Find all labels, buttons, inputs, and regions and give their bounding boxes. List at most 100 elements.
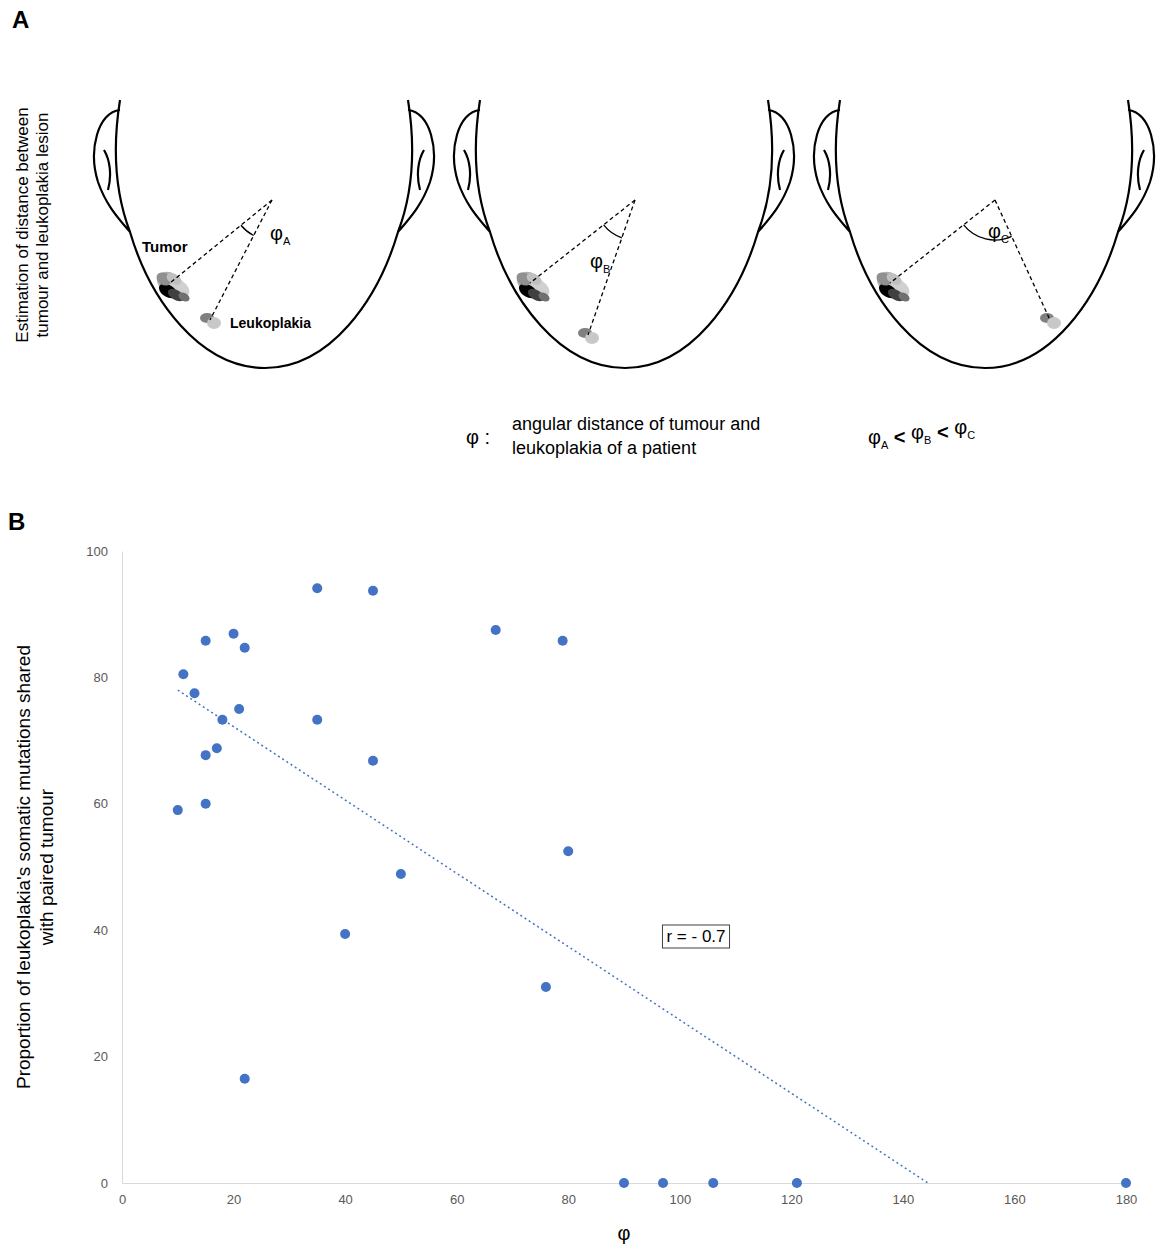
data-point	[229, 629, 239, 639]
tick: 140	[893, 1183, 915, 1207]
lesion-part	[897, 291, 911, 304]
face-diagram: φA Tumor Leukoplakia	[94, 100, 434, 368]
tick: 60	[94, 796, 122, 811]
angle-symbol: φ	[954, 416, 967, 438]
lesion-part	[585, 332, 599, 344]
data-point	[491, 625, 501, 635]
tumor-label: Tumor	[142, 238, 188, 255]
tick-label: 120	[781, 1192, 803, 1207]
data-point	[212, 743, 222, 753]
tick: 20	[227, 1183, 241, 1207]
data-point	[563, 846, 573, 856]
data-point	[173, 805, 183, 815]
leukoplakia-label: Leukoplakia	[230, 315, 311, 331]
tick-label: 160	[1004, 1192, 1026, 1207]
data-point	[558, 636, 568, 646]
tick: 20	[94, 1049, 122, 1064]
annotation: r = - 0.7	[662, 925, 729, 948]
angle-label: φB	[590, 250, 610, 275]
y-axis: 0 20 40 60 80 100	[86, 544, 122, 1191]
trend-line	[178, 690, 928, 1183]
angle-symbol: φ	[270, 222, 283, 244]
face-outline	[814, 100, 1154, 368]
data-point	[368, 756, 378, 766]
data-point	[201, 636, 211, 646]
tick-label: 40	[338, 1192, 352, 1207]
angle-sub: B	[603, 263, 610, 275]
lesion-part	[1047, 317, 1061, 329]
angle-ray	[530, 200, 635, 283]
data-point	[178, 669, 188, 679]
data-point	[708, 1178, 718, 1188]
relation-sign: <	[931, 421, 954, 443]
angle-ray	[890, 200, 995, 283]
tick-label: 80	[94, 670, 108, 685]
tick-label: 20	[94, 1049, 108, 1064]
tick-label: 0	[119, 1192, 126, 1207]
lesion-part	[525, 271, 544, 288]
tick: 160	[1004, 1183, 1026, 1207]
panel-label: B	[8, 508, 25, 535]
tick: 0	[101, 1176, 122, 1191]
data-point	[658, 1178, 668, 1188]
leukoplakia-lesion	[200, 313, 221, 329]
text-line: Proportion of leukoplakia's somatic muta…	[13, 645, 34, 1089]
x-axis: 0 20 40 60 80 100 120 140 160 180	[119, 1183, 1137, 1207]
angle-sub: A	[283, 235, 291, 247]
data-point	[792, 1178, 802, 1188]
tick: 80	[561, 1183, 575, 1207]
tick-label: 40	[94, 923, 108, 938]
angle-ray	[210, 200, 272, 320]
tick-label: 140	[893, 1192, 915, 1207]
tick: 40	[94, 923, 122, 938]
leukoplakia-lesion	[578, 328, 599, 344]
panel-label: A	[12, 6, 29, 33]
tick: 100	[86, 544, 122, 559]
tumor-lesion	[153, 267, 193, 303]
tick: 40	[338, 1183, 352, 1207]
data-point	[240, 1074, 250, 1084]
angle-label: φC	[988, 220, 1009, 245]
angle-symbol: φ	[590, 250, 603, 272]
data-point	[240, 643, 250, 653]
text-line: tumour and leukoplakia lesion	[33, 113, 52, 338]
annotation-text: r = - 0.7	[666, 927, 725, 946]
data-point	[201, 799, 211, 809]
text-line: with paired tumour	[36, 788, 57, 946]
data-point	[312, 715, 322, 725]
data-point	[396, 869, 406, 879]
tick-label: 180	[1116, 1192, 1138, 1207]
data-point	[541, 982, 551, 992]
tumor-lesion	[873, 267, 913, 303]
tick-label: 20	[227, 1192, 241, 1207]
tick: 100	[669, 1183, 691, 1207]
legend-symbol: φ :	[466, 426, 490, 448]
data-point	[217, 715, 227, 725]
angle-ray	[588, 200, 635, 335]
face-outline	[94, 100, 434, 368]
tick-label: 60	[94, 796, 108, 811]
tick: 60	[450, 1183, 464, 1207]
annotation-box	[662, 925, 729, 948]
face-diagram: φC	[814, 100, 1154, 368]
data-point	[234, 704, 244, 714]
plot-area	[173, 583, 1131, 1188]
leukoplakia-lesion	[1040, 313, 1061, 329]
lesion-part	[165, 271, 184, 288]
lesion-part	[177, 291, 191, 304]
tick-label: 100	[669, 1192, 691, 1207]
data-point	[340, 929, 350, 939]
angle-arc	[241, 225, 254, 235]
tick-label: 80	[561, 1192, 575, 1207]
data-point	[201, 750, 211, 760]
text-line: leukoplakia of a patient	[512, 438, 696, 458]
face-diagram: φB	[454, 100, 794, 368]
angle-sub: C	[1001, 233, 1009, 245]
data-point	[312, 583, 322, 593]
legend-text: angular distance of tumour andleukoplaki…	[512, 414, 760, 458]
face-outline	[454, 100, 794, 368]
angle-sub: B	[924, 434, 931, 446]
data-point	[190, 688, 200, 698]
tick-label: 0	[101, 1176, 108, 1191]
angle-symbol: φ	[911, 421, 924, 443]
